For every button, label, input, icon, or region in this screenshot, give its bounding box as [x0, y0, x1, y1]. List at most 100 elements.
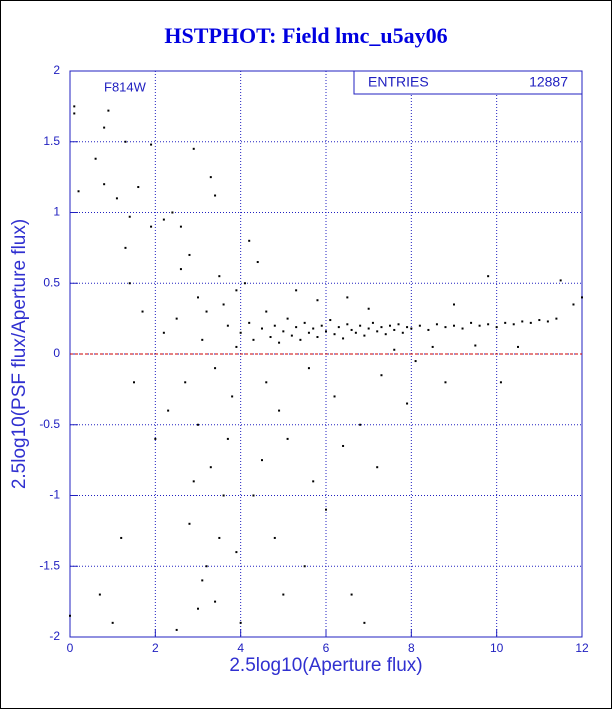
point: [546, 320, 549, 323]
point: [406, 326, 409, 329]
point: [363, 621, 366, 624]
y-tick-label: -2: [49, 629, 60, 643]
point: [325, 330, 327, 333]
point: [197, 296, 199, 299]
point: [337, 326, 340, 329]
point: [384, 333, 387, 336]
point: [278, 341, 281, 344]
point: [286, 317, 289, 320]
point: [325, 508, 327, 511]
point: [226, 324, 229, 327]
point: [316, 336, 319, 339]
y-tick-label: -0.5: [39, 417, 60, 431]
point: [371, 321, 374, 324]
point: [77, 190, 80, 193]
point: [269, 336, 272, 339]
point: [538, 319, 541, 322]
point: [141, 310, 144, 313]
point: [367, 307, 370, 310]
point: [295, 326, 298, 329]
x-tick-label: 8: [408, 641, 415, 655]
point: [201, 338, 204, 341]
point: [512, 323, 515, 326]
point: [222, 303, 225, 306]
point: [307, 331, 310, 334]
point: [188, 253, 191, 256]
point: [380, 374, 383, 377]
point: [342, 444, 345, 447]
y-tick-label: -1: [49, 488, 60, 502]
point: [73, 105, 76, 108]
point: [393, 328, 396, 331]
point: [316, 299, 319, 302]
point: [418, 324, 421, 327]
point: [124, 246, 127, 249]
point: [73, 112, 76, 115]
point: [115, 197, 118, 200]
point: [393, 348, 396, 351]
point: [346, 296, 349, 299]
stats-label: ENTRIES: [368, 74, 429, 90]
stats-box: [353, 70, 583, 95]
y-axis-label: 2.5log10(PSF flux/Aperture flux): [9, 219, 30, 489]
point: [559, 279, 562, 282]
point: [209, 466, 212, 469]
point: [581, 296, 583, 299]
point: [359, 324, 362, 327]
x-tick-label: 12: [575, 641, 589, 655]
point: [188, 522, 191, 525]
point: [214, 194, 217, 197]
point: [555, 317, 558, 320]
point: [414, 360, 417, 363]
point: [133, 381, 135, 384]
point: [235, 551, 238, 554]
point: [197, 423, 199, 426]
point: [363, 334, 366, 337]
plot-area: 0 2 4 6 8 10 12 -2 -1.5 -1 -0.5 0 0.5 1 1.5 2 F814W ENTRI…: [39, 63, 589, 655]
point: [312, 480, 315, 483]
point: [299, 338, 302, 341]
point: [333, 333, 336, 336]
x-tick-label: 2: [152, 641, 159, 655]
point: [137, 186, 140, 189]
x-axis-label: 2.5log10(Aperture flux): [229, 655, 422, 676]
point: [499, 381, 502, 384]
point: [329, 319, 332, 322]
point: [201, 579, 204, 582]
x-tick-label: 10: [490, 641, 504, 655]
point: [453, 324, 455, 327]
point: [307, 367, 310, 370]
point: [354, 331, 357, 334]
point: [218, 275, 221, 278]
point: [303, 565, 306, 568]
y-tick-label: 1: [53, 205, 60, 219]
chart-title: HSTPHOT: Field lmc_u5ay06: [164, 23, 447, 48]
point: [167, 409, 170, 412]
point: [98, 593, 101, 596]
point: [273, 324, 276, 327]
point: [235, 289, 238, 292]
point: [389, 324, 391, 327]
point: [444, 326, 447, 329]
point: [478, 324, 481, 327]
point: [214, 367, 217, 370]
y-tick-label: 0: [53, 346, 60, 360]
point: [239, 331, 242, 334]
point: [265, 310, 268, 313]
point: [406, 402, 409, 405]
point: [380, 326, 383, 329]
point: [69, 614, 71, 617]
point: [261, 327, 263, 330]
point: [235, 345, 238, 348]
point: [128, 282, 131, 285]
point: [120, 536, 123, 539]
point: [103, 183, 106, 186]
point: [521, 320, 524, 323]
point: [435, 323, 438, 326]
point: [231, 395, 234, 398]
y-tick-label: -1.5: [39, 558, 60, 572]
point: [282, 593, 285, 596]
point: [487, 323, 490, 326]
point: [175, 628, 178, 631]
point: [94, 157, 97, 160]
